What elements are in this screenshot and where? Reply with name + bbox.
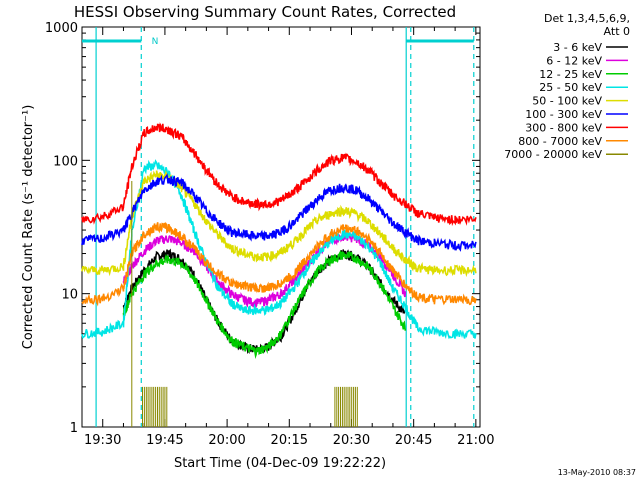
series-line	[81, 122, 477, 227]
legend-label: 7000 - 20000 keV	[504, 148, 602, 161]
chart-title: HESSI Observing Summary Count Rates, Cor…	[74, 3, 456, 21]
x-tick-label: 21:00	[457, 433, 494, 448]
footer-date: 13-May-2010 08:37	[558, 468, 636, 477]
series-line	[122, 249, 407, 360]
y-tick-label: 1	[70, 421, 78, 436]
legend-label: 3 - 6 keV	[553, 41, 602, 54]
series-line	[81, 159, 477, 340]
legend-label: 50 - 100 keV	[532, 95, 602, 108]
x-axis-label: Start Time (04-Dec-09 19:22:22)	[174, 456, 386, 471]
night-marker-label: N	[152, 37, 159, 47]
legend-label: 800 - 7000 keV	[518, 135, 602, 148]
x-tick-label: 19:45	[146, 433, 183, 448]
legend-label: 300 - 800 keV	[525, 121, 602, 134]
y-tick-label: 1000	[45, 21, 78, 36]
series-layer	[81, 122, 477, 427]
y-axis-label: Corrected Count Rate (s⁻¹ detector⁻¹)	[21, 105, 36, 350]
legend-header: Det 1,3,4,5,6,9,	[544, 12, 630, 25]
x-tick-label: 19:30	[84, 433, 121, 448]
y-tick-label: 100	[53, 154, 78, 169]
series-line	[81, 221, 477, 307]
time-markers	[82, 27, 475, 427]
legend-label: 25 - 50 keV	[539, 81, 602, 94]
series-line	[81, 173, 477, 252]
legend-header: Att 0	[604, 25, 630, 38]
legend-label: 100 - 300 keV	[525, 108, 602, 121]
y-axis: 1 10 100 1000	[45, 21, 480, 436]
x-axis: 19:30 19:45 20:00 20:15 20:30 20:45 21:00	[81, 27, 495, 448]
series-spikes	[131, 181, 358, 427]
x-tick-label: 20:45	[395, 433, 432, 448]
plot-frame	[81, 26, 481, 428]
legend-label: 12 - 25 keV	[539, 68, 602, 81]
legend-label: 6 - 12 keV	[546, 54, 602, 67]
x-tick-label: 20:30	[333, 433, 370, 448]
y-tick-label: 10	[61, 288, 78, 303]
series-line	[81, 170, 477, 278]
x-tick-label: 20:15	[271, 433, 308, 448]
x-tick-label: 20:00	[208, 433, 245, 448]
